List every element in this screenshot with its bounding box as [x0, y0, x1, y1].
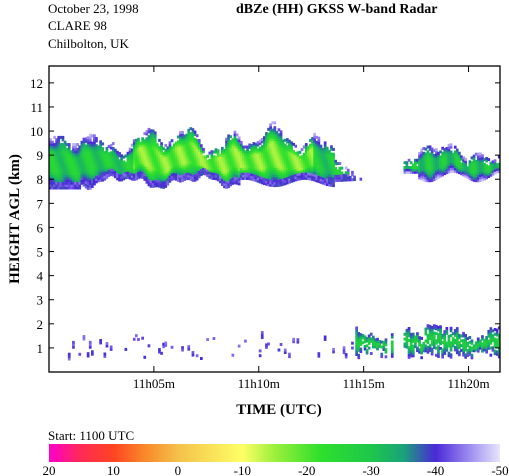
- location-label: Chilbolton, UK: [48, 36, 130, 51]
- start-time-label: Start: 1100 UTC: [48, 428, 134, 443]
- y-tick-label: 6: [37, 220, 44, 235]
- x-tick-label: 11h20m: [447, 376, 489, 391]
- x-axis: 11h05m 11h10m 11h15m 11h20m: [133, 66, 490, 391]
- colorbar-tick-label: -10: [234, 463, 251, 476]
- y-tick-label: 2: [37, 317, 44, 332]
- plot-background: [49, 66, 500, 372]
- y-tick-label: 8: [37, 172, 44, 187]
- date-label: October 23, 1998: [48, 1, 139, 16]
- chart-title: dBZe (HH) GKSS W-band Radar: [236, 2, 438, 17]
- x-axis-title: TIME (UTC): [236, 402, 321, 418]
- y-tick-label: 9: [37, 148, 44, 163]
- y-tick-label: 10: [30, 124, 43, 139]
- y-tick-label: 7: [37, 196, 44, 211]
- colorbar-tick-label: 20: [43, 463, 56, 476]
- colorbar-ticks: 20 10 0 -10 -20 -30 -40 -50: [43, 463, 509, 476]
- y-tick-label: 4: [37, 269, 44, 284]
- y-tick-label: 12: [30, 76, 43, 91]
- x-tick-label: 11h05m: [133, 376, 175, 391]
- campaign-label: CLARE 98: [48, 18, 107, 33]
- radar-echo-layer: [49, 121, 500, 361]
- colorbar-tick-label: -50: [491, 463, 508, 476]
- echo-region: [403, 143, 500, 183]
- colorbar-tick-label: -20: [298, 463, 315, 476]
- colorbar-tick-label: -30: [362, 463, 379, 476]
- y-tick-label: 5: [37, 245, 44, 260]
- y-axis-title: HEIGHT AGL (km): [7, 154, 23, 284]
- x-tick-label: 11h10m: [238, 376, 280, 391]
- colorbar-tick-label: 0: [175, 463, 182, 476]
- y-tick-label: 11: [30, 100, 43, 115]
- colorbar: [49, 444, 500, 462]
- colorbar-tick-label: -40: [427, 463, 444, 476]
- plot-frame: [48, 65, 501, 373]
- y-tick-label: 1: [37, 341, 44, 356]
- echo-region: [49, 121, 363, 190]
- colorbar-tick-label: 10: [107, 463, 120, 476]
- echo-region: [67, 324, 500, 361]
- x-tick-label: 11h15m: [343, 376, 385, 391]
- y-tick-label: 3: [37, 293, 44, 308]
